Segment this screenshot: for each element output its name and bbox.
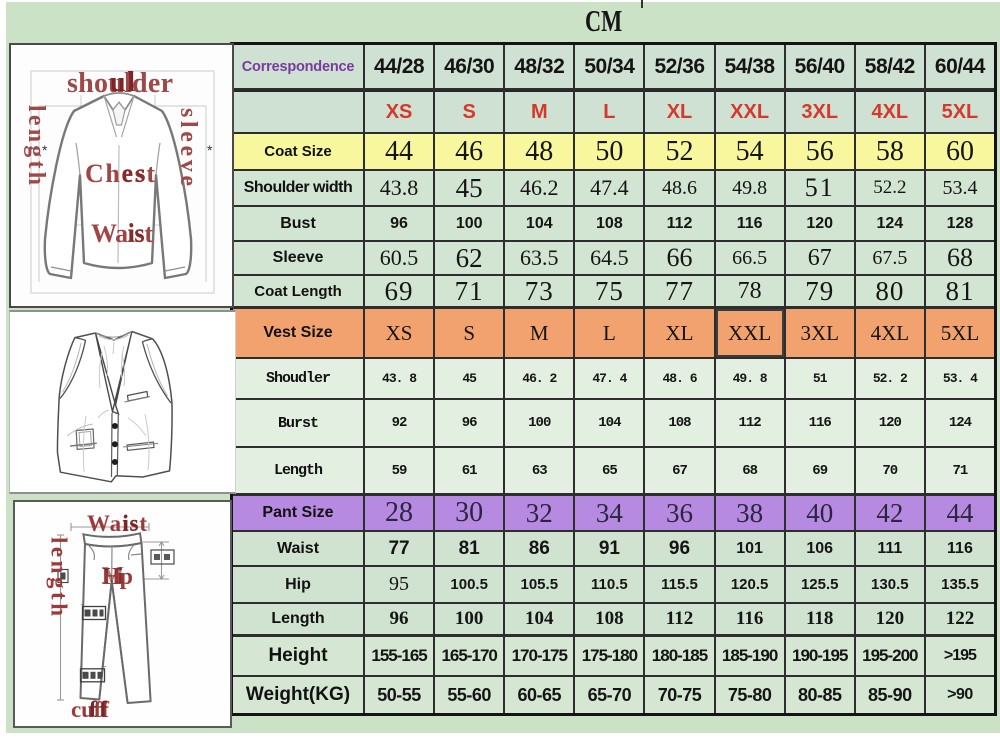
svg-text:length: length [23,105,49,185]
svg-text:is: is [123,511,139,536]
svg-text:M: M [102,563,125,589]
svg-text:length: length [47,537,72,616]
svg-text:cuff: cuff [71,697,109,722]
svg-text:*: * [207,142,213,158]
svg-text:is: is [128,219,145,248]
svg-text:sleeve: sleeve [175,108,201,186]
svg-text:Waist: Waist [91,219,153,248]
svg-text:*: * [42,142,48,158]
svg-text:Hip: Hip [102,564,133,590]
svg-text:ul: ul [110,67,135,98]
svg-text:shoulder: shoulder [67,68,173,99]
svg-text:Waist: Waist [87,511,147,536]
